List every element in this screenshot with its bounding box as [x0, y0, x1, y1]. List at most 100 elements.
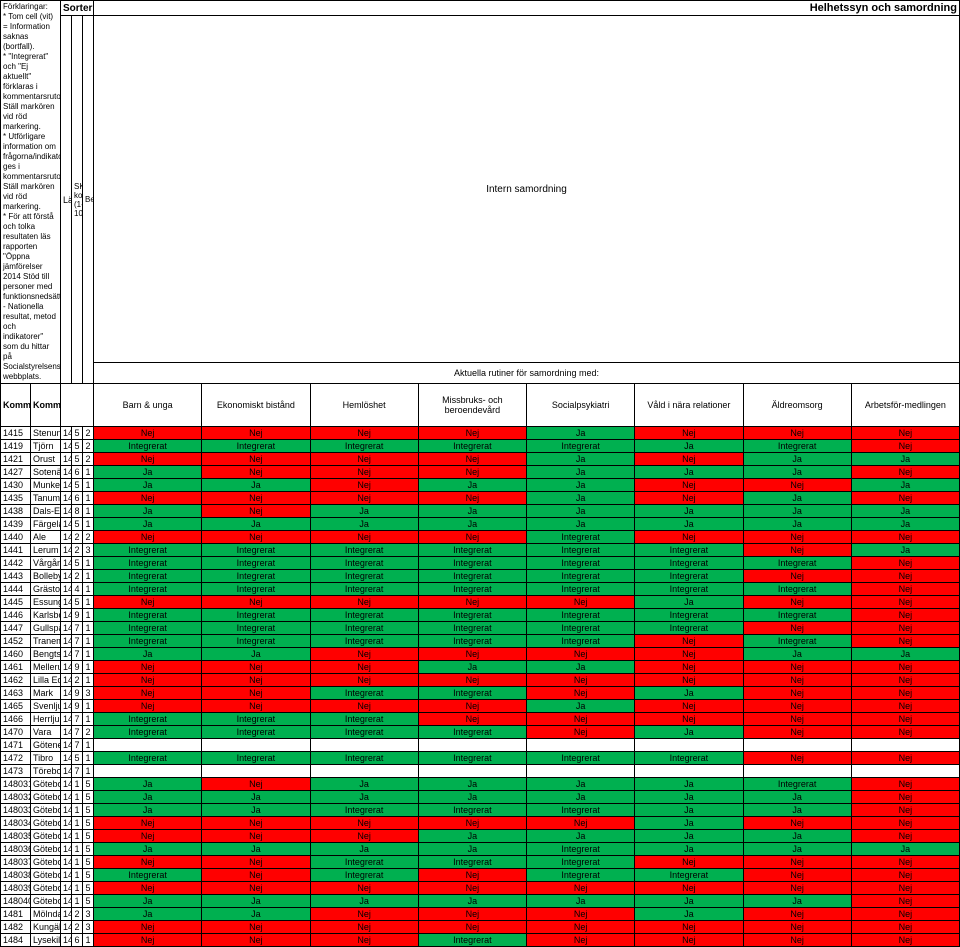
cell-val	[851, 765, 959, 778]
cell-val: Ja	[635, 791, 743, 804]
cell-bef: 1	[83, 479, 94, 492]
cell-kommun: Herrljunga	[31, 713, 61, 726]
cell-kod: 1461	[1, 661, 31, 674]
cell-val: Ja	[527, 479, 635, 492]
cell-val: Integrerat	[743, 778, 851, 791]
cell-val: Nej	[527, 648, 635, 661]
cell-val: Ja	[418, 479, 526, 492]
cell-val	[418, 739, 526, 752]
cell-val: Nej	[202, 427, 310, 440]
cell-lan: 14	[61, 466, 72, 479]
cell-bef: 1	[83, 635, 94, 648]
cell-val: Nej	[851, 440, 959, 453]
cell-val: Integrerat	[418, 583, 526, 596]
cell-val: Nej	[635, 479, 743, 492]
cell-val: Ja	[418, 843, 526, 856]
cell-kod: 148039	[1, 882, 31, 895]
cell-lan: 14	[61, 531, 72, 544]
table-row: 1441Lerum1423IntegreratIntegreratIntegre…	[1, 544, 960, 557]
cell-val: Integrerat	[527, 583, 635, 596]
cell-val: Ja	[635, 505, 743, 518]
cell-val: Ja	[527, 492, 635, 505]
table-row: 1444Grästorp1441IntegreratIntegreratInte…	[1, 583, 960, 596]
cell-val: Integrerat	[202, 622, 310, 635]
cell-val: Integrerat	[527, 869, 635, 882]
cell-skl: 7	[72, 648, 83, 661]
cell-bef: 5	[83, 817, 94, 830]
cell-val: Nej	[202, 596, 310, 609]
cell-val: Integrerat	[418, 544, 526, 557]
cell-val: Integrerat	[743, 440, 851, 453]
cell-val: Nej	[635, 713, 743, 726]
cell-kod: 1466	[1, 713, 31, 726]
cell-val: Integrerat	[527, 440, 635, 453]
cell-skl: 7	[72, 726, 83, 739]
cell-val: Nej	[418, 596, 526, 609]
cell-val: Ja	[94, 791, 202, 804]
cell-val: Ja	[202, 908, 310, 921]
cell-val: Nej	[851, 726, 959, 739]
cell-lan: 14	[61, 830, 72, 843]
cell-val: Nej	[635, 648, 743, 661]
cell-val: Ja	[418, 830, 526, 843]
cell-kommun: Lerum	[31, 544, 61, 557]
cell-val: Ja	[94, 518, 202, 531]
cell-val: Integrerat	[418, 635, 526, 648]
cell-val: Nej	[527, 817, 635, 830]
sort-empty	[61, 384, 94, 427]
cell-val: Nej	[851, 609, 959, 622]
cell-val: Integrerat	[527, 622, 635, 635]
cell-lan: 14	[61, 804, 72, 817]
col-header-5: Våld i nära relationer	[635, 384, 743, 427]
table-row: 148034Göteborg, Centrum1415NejNejNejNejN…	[1, 817, 960, 830]
cell-val: Nej	[851, 661, 959, 674]
cell-val: Nej	[310, 492, 418, 505]
table-row: 1461Mellerud1491NejNejNejJaJaNejNejNej	[1, 661, 960, 674]
cell-val: Ja	[202, 804, 310, 817]
cell-skl: 4	[72, 583, 83, 596]
cell-val: Nej	[527, 596, 635, 609]
cell-kommun: Göteborg, Lundby	[31, 882, 61, 895]
cell-val: Nej	[202, 830, 310, 843]
table-row: 1419Tjörn1452IntegreratIntegreratIntegre…	[1, 440, 960, 453]
cell-skl: 7	[72, 713, 83, 726]
cell-val: Ja	[635, 440, 743, 453]
cell-kod: 1481	[1, 908, 31, 921]
table-row: 1430Munkedal1451JaJaNejJaJaNejNejJa	[1, 479, 960, 492]
cell-val: Ja	[635, 817, 743, 830]
cell-val	[743, 765, 851, 778]
cell-skl: 5	[72, 557, 83, 570]
cell-val: Ja	[527, 466, 635, 479]
cell-kommun: Vårgårda	[31, 557, 61, 570]
cell-kod: 1473	[1, 765, 31, 778]
cell-val: Integrerat	[310, 752, 418, 765]
cell-lan: 14	[61, 544, 72, 557]
cell-skl: 1	[72, 869, 83, 882]
cell-kommun: Töreboda	[31, 765, 61, 778]
cell-bef: 1	[83, 596, 94, 609]
cell-val: Ja	[94, 908, 202, 921]
cell-val: Integrerat	[418, 609, 526, 622]
cell-kommun: Grästorp	[31, 583, 61, 596]
cell-val: Nej	[527, 674, 635, 687]
cell-val: Ja	[851, 544, 959, 557]
cell-val: Nej	[851, 713, 959, 726]
table-row: 148033Göteborg, Örgryte-Härlanda1415JaJa…	[1, 804, 960, 817]
cell-val: Ja	[94, 466, 202, 479]
cell-val: Integrerat	[418, 804, 526, 817]
cell-val: Nej	[202, 856, 310, 869]
cell-skl: 5	[72, 596, 83, 609]
cell-skl: 2	[72, 908, 83, 921]
cell-val: Integrerat	[418, 440, 526, 453]
col-header-6: Äldreomsorg	[743, 384, 851, 427]
table-row: 1445Essunga1451NejNejNejNejNejJaNejNej	[1, 596, 960, 609]
cell-val: Nej	[310, 700, 418, 713]
cell-val	[310, 765, 418, 778]
cell-val: Nej	[635, 674, 743, 687]
cell-val: Nej	[851, 596, 959, 609]
cell-skl: 6	[72, 934, 83, 947]
sortering-header: Sortering	[61, 1, 94, 16]
cell-kod: 1471	[1, 739, 31, 752]
cell-val: Nej	[743, 544, 851, 557]
cell-val: Integrerat	[527, 856, 635, 869]
